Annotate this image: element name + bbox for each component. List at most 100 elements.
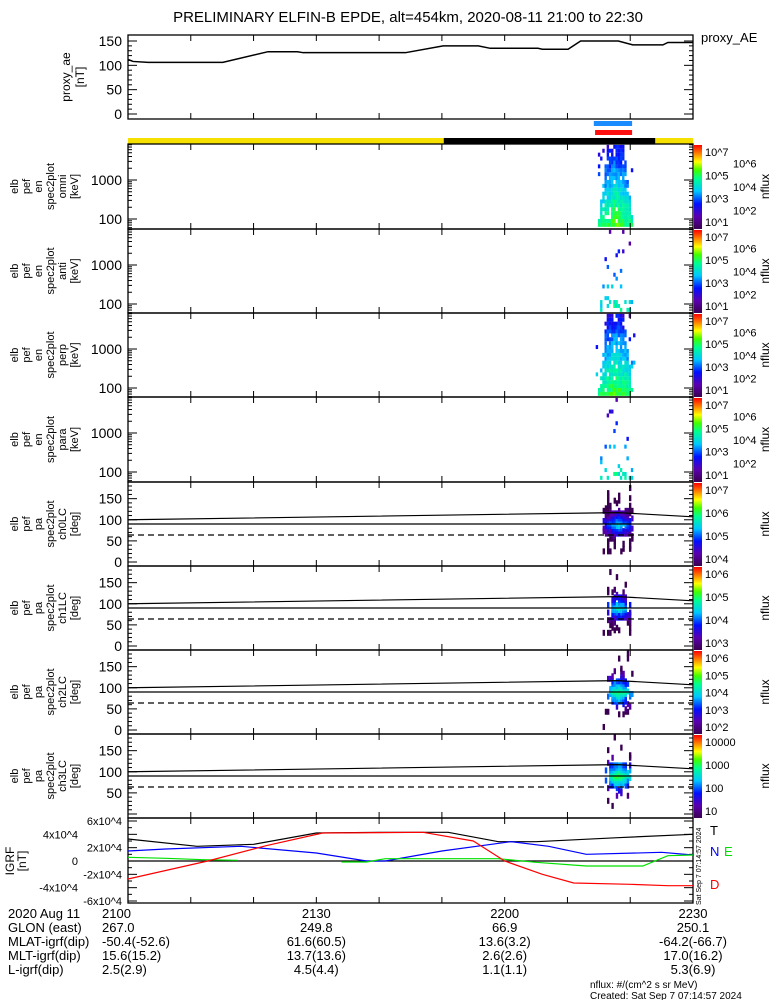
spectrogram-pixel — [624, 164, 627, 169]
spectrogram-pixel — [606, 502, 610, 509]
panel-perp — [595, 313, 636, 396]
spectrogram-pixel — [606, 490, 610, 497]
spectrogram-pixel — [617, 207, 621, 212]
footer-row-value: 66.9 — [492, 920, 517, 935]
spectrogram-pixel — [615, 376, 618, 381]
spectrogram-pixel — [600, 207, 603, 212]
spectrogram-pixel — [624, 364, 627, 369]
spectrogram-pixel — [608, 376, 612, 381]
spectrogram-pixel — [624, 207, 627, 212]
spectrogram-pixel — [622, 391, 625, 396]
spectrogram-pixel — [622, 372, 625, 377]
spectrogram-pixel — [613, 352, 616, 357]
spectrogram-pixel — [606, 360, 610, 365]
spectrogram-pixel — [619, 164, 623, 169]
spectrogram-pixel — [624, 345, 627, 350]
spectrogram-pixel — [611, 376, 614, 381]
colorbar — [694, 651, 702, 734]
colorbar — [694, 398, 702, 482]
spectrogram-pixel — [604, 176, 607, 181]
spectrogram-pixel — [615, 574, 619, 581]
state-bar-eclipse — [443, 138, 656, 144]
energy-ytick-label: 1000 — [91, 425, 122, 441]
footer-row-value: -50.4(-52.6) — [102, 934, 170, 949]
panel-ylabel: pef — [21, 346, 33, 362]
spectrogram-pixel — [615, 360, 618, 365]
igrf-E-line — [127, 856, 238, 861]
colorbar-tick-label: 10^6 — [733, 412, 757, 424]
spectrogram-pixel — [619, 380, 623, 385]
spectrogram-pixel — [613, 680, 616, 687]
spectrogram-pixel — [622, 222, 625, 227]
spectrogram-pixel — [606, 179, 610, 184]
spectrogram-pixel — [608, 352, 612, 357]
spectrogram-pixel — [611, 156, 614, 161]
spectrogram-pixel — [622, 313, 625, 318]
spectrogram-pixel — [615, 591, 619, 598]
spectrogram-pixel — [615, 211, 618, 216]
spectrogram-pixel — [611, 160, 614, 165]
spectrogram-pixel — [622, 152, 625, 157]
spectrogram-pixel — [633, 333, 636, 338]
colorbar-tick-label: 10^2 — [733, 205, 757, 217]
spectrogram-pixel — [615, 195, 618, 200]
spectrogram-pixel — [628, 752, 632, 759]
spectrogram-pixel — [624, 384, 627, 389]
spectrogram-pixel — [608, 325, 612, 330]
spectrogram-pixel — [611, 215, 614, 220]
spectrogram-pixel — [622, 179, 625, 184]
spectrogram-pixel — [606, 296, 610, 301]
spectrogram-pixel — [611, 364, 614, 369]
spectrogram-pixel — [611, 333, 614, 338]
spectrogram-pixel — [604, 708, 608, 715]
panel-ylabel: spec2plot — [45, 584, 57, 631]
spectrogram-pixel — [604, 364, 607, 369]
pitch-ytick-label: 150 — [99, 659, 123, 675]
spectrogram-pixel — [613, 543, 616, 550]
colorbar-tick-label: 10^6 — [733, 244, 757, 256]
spectrogram-pixel — [622, 325, 625, 330]
proxy-ae-line — [127, 40, 693, 64]
spectrogram-pixel — [604, 380, 607, 385]
igrf-D-line — [127, 831, 693, 887]
spectrogram-pixel — [622, 601, 625, 608]
spectrogram-pixel — [602, 525, 605, 532]
spectrogram-pixel — [613, 444, 616, 449]
spectrogram-pixel — [617, 211, 621, 216]
panel-ylabel: pa — [33, 769, 45, 782]
spectrogram-pixel — [600, 391, 603, 396]
spectrogram-pixel — [608, 321, 612, 326]
spectrogram-pixel — [602, 387, 605, 392]
colorbar-tick-label: 1000 — [705, 760, 729, 772]
spectrogram-pixel — [600, 307, 603, 312]
spectrogram-pixel — [619, 187, 623, 192]
panel-ylabel: en — [33, 433, 45, 445]
spectrogram-pixel — [613, 384, 616, 389]
spectrogram-pixel — [615, 471, 618, 476]
spectrogram-pixel — [606, 195, 610, 200]
igrf-ytick-label: 0 — [72, 856, 78, 868]
spectrogram-pixel — [615, 303, 618, 308]
panel-ylabel: en — [33, 180, 45, 192]
spectrogram-pixel — [613, 364, 616, 369]
spectrogram-pixel — [600, 475, 603, 480]
spectrogram-pixel — [624, 222, 627, 227]
spectrogram-pixel — [604, 372, 607, 377]
spectrogram-pixel — [602, 372, 605, 377]
spectrogram-pixel — [604, 468, 607, 473]
spectrogram-pixel — [624, 215, 627, 220]
spectrogram-pixel — [604, 199, 607, 204]
colorbar-tick-label: 10000 — [705, 737, 736, 749]
spectrogram-pixel — [613, 199, 616, 204]
spectrogram-pixel — [606, 284, 610, 289]
spectrogram-pixel — [615, 215, 618, 220]
spectrogram-pixel — [628, 300, 632, 305]
spectrogram-pixel — [606, 187, 610, 192]
spectrogram-pixel — [597, 172, 601, 177]
spectrogram-pixel — [622, 148, 625, 153]
spectrogram-pixel — [609, 617, 612, 624]
spectrogram-pixel — [611, 176, 614, 181]
spectrogram-pixel — [606, 617, 610, 624]
spectrogram-pixel — [606, 380, 610, 385]
spectrogram-pixel — [602, 360, 605, 365]
